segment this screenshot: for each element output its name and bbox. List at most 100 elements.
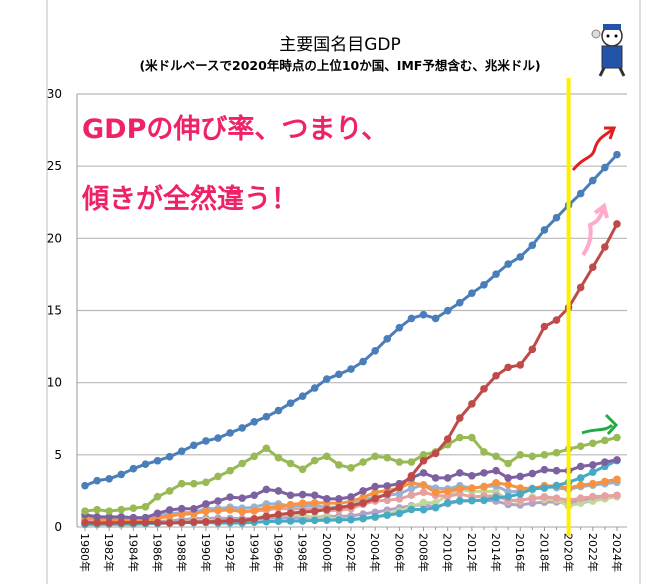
data-point bbox=[286, 491, 295, 500]
data-point bbox=[177, 504, 186, 513]
data-point bbox=[492, 493, 500, 502]
data-point bbox=[117, 513, 126, 521]
x-tick-label: 2024年 bbox=[610, 533, 624, 572]
data-point bbox=[468, 471, 476, 480]
data-point bbox=[335, 495, 343, 503]
data-point bbox=[540, 451, 549, 459]
data-point bbox=[274, 510, 283, 519]
data-point bbox=[262, 512, 271, 521]
data-point bbox=[455, 414, 464, 422]
data-point bbox=[274, 517, 283, 526]
y-axis-ticks: 0 5 10 15 20 25 30 bbox=[47, 87, 62, 534]
data-point bbox=[286, 399, 295, 407]
y-tick-label: 5 bbox=[54, 448, 62, 462]
x-tick-label: 2020年 bbox=[562, 533, 576, 572]
data-point bbox=[190, 479, 198, 488]
data-point bbox=[323, 452, 331, 461]
data-point bbox=[177, 447, 186, 456]
data-point bbox=[359, 514, 367, 523]
data-point bbox=[383, 453, 392, 462]
data-point bbox=[516, 490, 525, 498]
data-point bbox=[117, 470, 126, 479]
x-tick-label: 2016年 bbox=[513, 533, 527, 572]
y-tick-label: 30 bbox=[47, 87, 62, 101]
data-point bbox=[371, 482, 379, 491]
data-point bbox=[576, 442, 585, 450]
data-point bbox=[153, 509, 162, 518]
data-point bbox=[335, 461, 343, 469]
data-point bbox=[492, 466, 500, 475]
data-point bbox=[262, 412, 271, 421]
data-point bbox=[601, 436, 609, 445]
data-point bbox=[480, 496, 488, 504]
data-point bbox=[310, 384, 319, 392]
y-tick-label: 0 bbox=[54, 520, 62, 534]
data-point bbox=[262, 485, 271, 494]
chart-title: 主要国名目GDP bbox=[279, 35, 401, 55]
data-point bbox=[613, 456, 621, 464]
data-point bbox=[335, 516, 343, 524]
data-point bbox=[250, 515, 259, 523]
data-point bbox=[588, 263, 597, 272]
data-point bbox=[323, 375, 331, 383]
data-point bbox=[202, 500, 210, 508]
data-point bbox=[141, 518, 150, 527]
data-point bbox=[516, 484, 525, 492]
data-point bbox=[419, 488, 428, 497]
data-point bbox=[407, 471, 416, 480]
data-point bbox=[262, 517, 271, 526]
data-point bbox=[274, 487, 283, 495]
data-point bbox=[455, 484, 464, 493]
data-point bbox=[588, 439, 597, 448]
data-point bbox=[323, 516, 331, 525]
data-point bbox=[371, 452, 379, 461]
data-point bbox=[407, 505, 416, 514]
data-point bbox=[190, 441, 198, 450]
data-point bbox=[165, 452, 174, 461]
data-point bbox=[286, 517, 295, 525]
data-point bbox=[359, 499, 367, 507]
data-point bbox=[431, 488, 440, 497]
data-point bbox=[601, 163, 609, 172]
data-point bbox=[153, 492, 162, 501]
data-point bbox=[455, 433, 464, 442]
data-point bbox=[588, 461, 597, 469]
data-point bbox=[359, 487, 367, 495]
data-point bbox=[395, 509, 404, 518]
data-point bbox=[601, 243, 609, 251]
data-point bbox=[81, 507, 89, 515]
data-point bbox=[455, 490, 464, 498]
data-point bbox=[455, 496, 464, 505]
x-tick-label: 2010年 bbox=[441, 533, 455, 572]
data-point bbox=[335, 503, 343, 512]
data-point bbox=[202, 437, 210, 445]
data-point bbox=[540, 493, 549, 501]
data-point bbox=[286, 459, 295, 468]
data-point bbox=[190, 518, 198, 526]
data-point bbox=[431, 474, 440, 482]
data-point bbox=[117, 505, 126, 514]
data-point bbox=[81, 518, 89, 527]
data-point bbox=[492, 371, 500, 380]
data-point bbox=[165, 506, 174, 514]
data-point bbox=[383, 482, 392, 490]
data-point bbox=[480, 448, 488, 456]
data-point bbox=[250, 417, 259, 426]
data-point bbox=[310, 456, 319, 465]
data-point bbox=[250, 452, 259, 461]
y-tick-label: 25 bbox=[47, 159, 62, 173]
data-point bbox=[540, 322, 549, 331]
data-point bbox=[202, 478, 210, 487]
data-point bbox=[226, 466, 234, 475]
x-tick-label: 1998年 bbox=[296, 533, 310, 572]
data-point bbox=[552, 213, 561, 222]
data-point bbox=[443, 487, 452, 496]
x-tick-label: 1988年 bbox=[175, 533, 189, 572]
data-point bbox=[310, 516, 319, 525]
data-point bbox=[214, 434, 222, 442]
data-point bbox=[238, 507, 246, 516]
data-point bbox=[613, 220, 621, 228]
data-point bbox=[274, 406, 283, 415]
data-point bbox=[480, 469, 488, 477]
annotation-line-1: GDPの伸び率、つまり、 bbox=[82, 113, 388, 145]
